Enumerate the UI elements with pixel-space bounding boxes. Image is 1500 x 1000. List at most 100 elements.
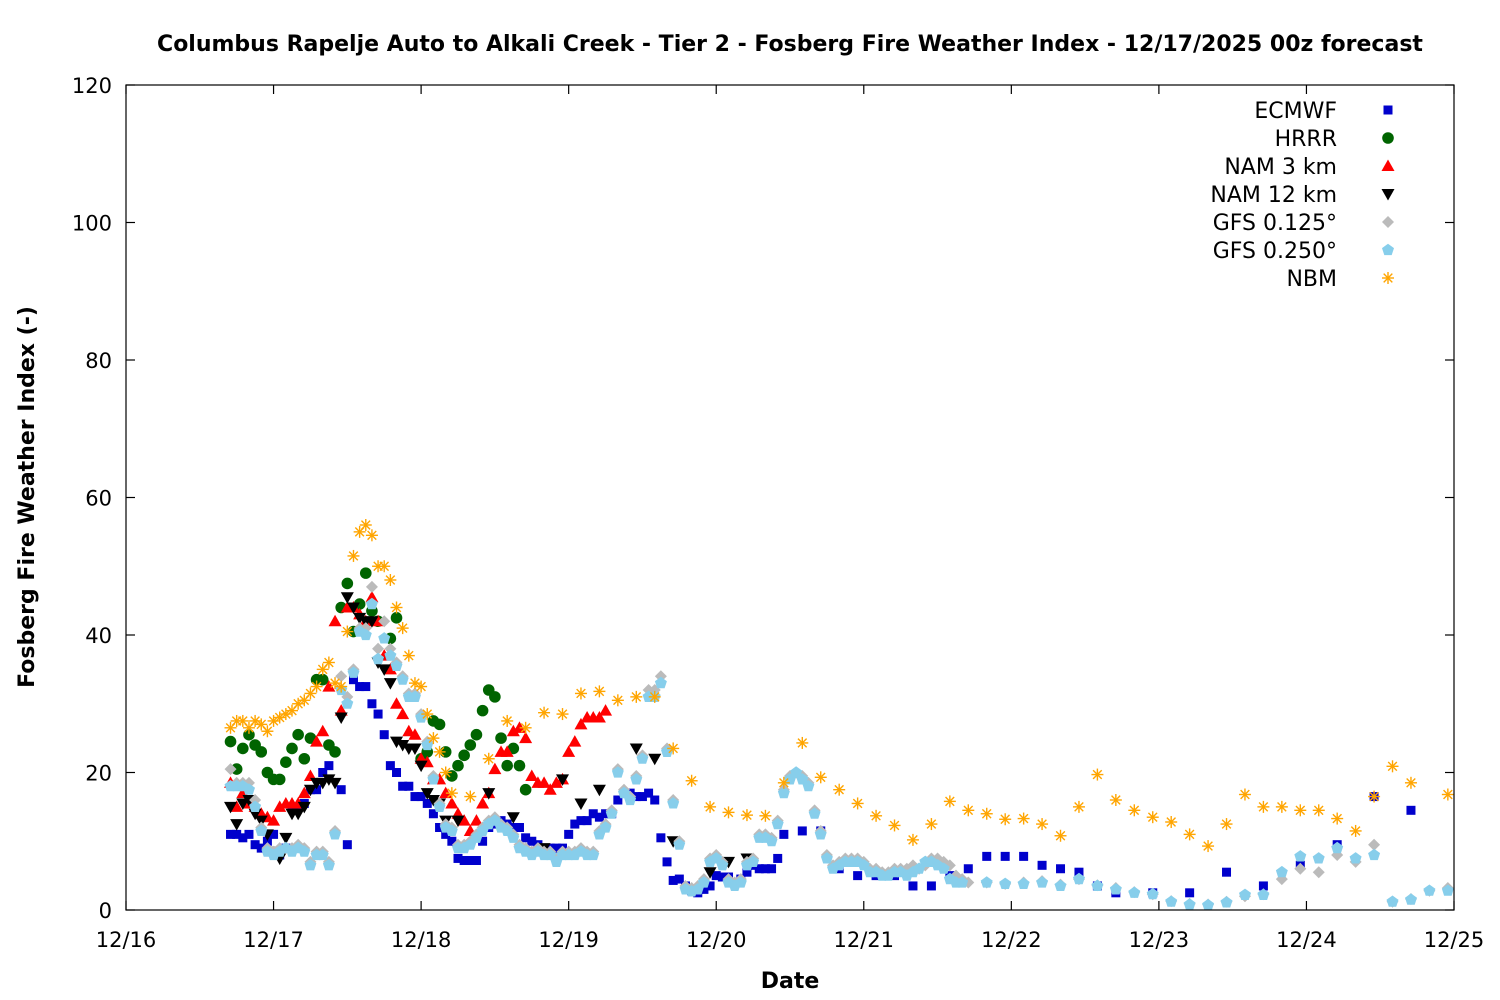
point-nam-12-km: [224, 801, 238, 814]
point-gfs-0-250: [378, 632, 391, 644]
point-ecmwf: [1074, 867, 1084, 877]
point-gfs-0-250: [409, 690, 421, 702]
point-gfs-0-250: [544, 848, 557, 861]
point-ecmwf: [336, 785, 346, 795]
point-ecmwf: [527, 836, 537, 846]
point-nbm: [796, 736, 809, 749]
point-nam-12-km: [377, 664, 391, 676]
point-ecmwf: [1258, 881, 1268, 891]
point-gfs-0-250: [820, 852, 833, 864]
point-nbm: [415, 680, 428, 693]
point-nbm: [740, 809, 753, 822]
point-ecmwf: [392, 768, 402, 777]
point-nbm: [759, 809, 772, 822]
legend-marker-nam-12-km: [1381, 189, 1395, 201]
point-gfs-0-250: [322, 859, 335, 871]
point-ecmwf: [453, 853, 463, 863]
point-ecmwf: [853, 871, 863, 881]
point-nam-3-km: [365, 590, 379, 603]
legend-label-nbm: NBM: [1286, 267, 1337, 292]
point-gfs-0-250: [857, 859, 870, 871]
point-gfs-0-125: [372, 642, 385, 655]
point-ecmwf: [908, 881, 918, 891]
y-tick-label: 100: [72, 212, 112, 236]
point-ecmwf: [256, 843, 266, 853]
point-nam-12-km: [322, 774, 336, 786]
point-gfs-0-250: [618, 786, 630, 799]
point-ecmwf: [1406, 805, 1416, 815]
legend: ECMWF HRRR NAM 3 km NAM 12 km GFS 0.125° GFS …: [1210, 99, 1395, 292]
point-nam-12-km: [291, 808, 305, 821]
point-gfs-0-250: [1073, 872, 1085, 885]
point-nbm: [1368, 790, 1381, 803]
point-nam-12-km: [390, 736, 404, 749]
point-gfs-0-250: [630, 773, 643, 785]
point-gfs-0-250: [507, 831, 520, 843]
point-nam-12-km: [506, 812, 520, 824]
point-hrrr: [298, 752, 311, 765]
point-hrrr: [464, 739, 477, 751]
point-ecmwf: [379, 730, 389, 740]
point-nbm: [630, 690, 643, 703]
point-gfs-0-125: [1368, 838, 1381, 851]
point-nam-3-km: [310, 735, 324, 747]
point-nbm: [316, 663, 329, 676]
point-gfs-0-250: [747, 855, 760, 867]
point-gfs-0-250: [999, 877, 1012, 889]
point-ecmwf: [232, 829, 242, 839]
legend-label-ecmwf: ECMWF: [1254, 99, 1337, 124]
y-axis-label: Fosberg Fire Weather Index (-): [15, 306, 40, 688]
point-nam-3-km: [568, 735, 582, 747]
point-ecmwf: [244, 829, 254, 839]
point-ecmwf: [760, 864, 770, 874]
point-gfs-0-250: [765, 835, 778, 847]
point-gfs-0-250: [427, 773, 440, 785]
point-ecmwf: [705, 881, 715, 891]
point-gfs-0-250: [243, 783, 255, 795]
point-gfs-0-125: [365, 580, 378, 593]
legend-pentagon-icon: [1382, 243, 1394, 256]
point-gfs-0-250: [249, 800, 262, 812]
point-nbm: [439, 766, 452, 779]
x-tick-label: 12/19: [538, 928, 599, 952]
point-nam-3-km: [328, 614, 342, 627]
point-gfs-0-250: [1423, 884, 1436, 896]
point-ecmwf: [926, 881, 936, 891]
point-nbm: [482, 752, 495, 765]
point-ecmwf: [373, 709, 383, 719]
point-nam-3-km: [476, 796, 490, 809]
point-gfs-0-250: [956, 876, 969, 888]
point-hrrr: [292, 728, 304, 741]
point-gfs-0-250: [1109, 883, 1122, 895]
point-ecmwf: [644, 788, 654, 798]
x-tick-label: 12/23: [1129, 928, 1190, 952]
y-tick-label: 0: [99, 899, 112, 923]
y-tick-label: 60: [85, 487, 112, 511]
point-ecmwf: [650, 795, 660, 805]
point-hrrr: [359, 567, 372, 579]
point-nam-3-km: [599, 704, 613, 716]
point-gfs-0-250: [611, 766, 624, 778]
point-ecmwf: [361, 682, 371, 692]
point-gfs-0-250: [636, 752, 649, 764]
point-nbm: [556, 708, 569, 721]
point-gfs-0-250: [1165, 895, 1178, 907]
x-axis-label: Date: [761, 969, 820, 994]
point-nam-12-km: [703, 867, 717, 879]
point-hrrr: [476, 704, 489, 717]
y-tick-label: 80: [85, 349, 112, 373]
point-nam-3-km: [457, 814, 471, 826]
point-gfs-0-250: [980, 876, 993, 888]
point-nbm: [833, 783, 846, 796]
point-ecmwf: [742, 867, 752, 877]
point-gfs-0-250: [365, 597, 378, 610]
point-nbm: [273, 711, 286, 724]
point-nbm: [1017, 812, 1030, 825]
point-nam-3-km: [396, 707, 410, 720]
point-ecmwf: [564, 829, 574, 839]
point-gfs-0-250: [445, 824, 458, 836]
point-gfs-0-250: [396, 673, 409, 685]
legend-label-nam-12-km: NAM 12 km: [1210, 183, 1337, 208]
point-nbm: [1275, 800, 1288, 813]
point-gfs-0-250: [347, 666, 360, 678]
